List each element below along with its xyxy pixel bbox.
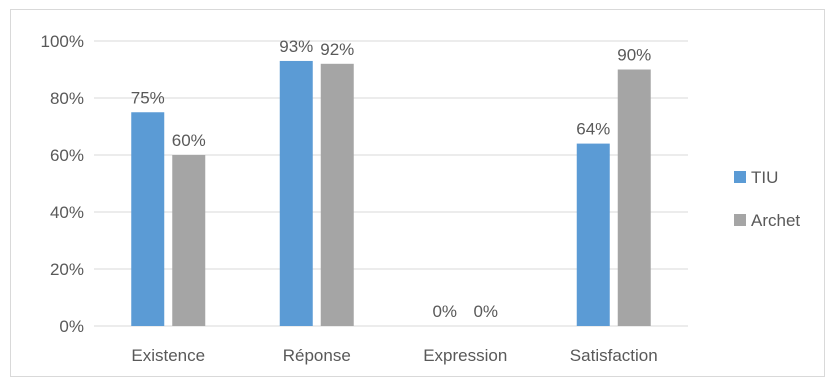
data-label: 64% — [576, 120, 610, 139]
y-tick-label: 40% — [50, 203, 84, 222]
bar-tiu-satisfaction — [576, 143, 610, 326]
x-tick-label: Réponse — [283, 346, 351, 365]
data-label: 75% — [131, 88, 165, 107]
data-label: 0% — [432, 302, 457, 321]
x-tick-label: Existence — [131, 346, 205, 365]
y-tick-label: 60% — [50, 146, 84, 165]
legend-swatch-tiu — [734, 171, 746, 183]
y-tick-label: 20% — [50, 260, 84, 279]
data-label: 92% — [320, 40, 354, 59]
y-tick-label: 0% — [59, 317, 84, 336]
y-axis: 0% 20% 40% 60% 80% 100% — [41, 32, 84, 336]
data-label: 0% — [473, 302, 498, 321]
data-label: 90% — [617, 46, 651, 65]
data-labels: 75% 60% 93% 92% 0% 0% 64% 90% — [131, 37, 652, 321]
bar-tiu-existence — [131, 112, 165, 326]
x-tick-label: Satisfaction — [570, 346, 658, 365]
bar-archet-existence — [172, 155, 206, 326]
data-label: 60% — [172, 131, 206, 150]
legend-label-archet: Archet — [751, 211, 800, 230]
legend-label-tiu: TIU — [751, 168, 778, 187]
y-tick-label: 100% — [41, 32, 84, 51]
legend: TIU Archet — [734, 168, 800, 230]
bar-tiu-réponse — [279, 60, 313, 326]
bars — [131, 60, 651, 327]
y-tick-label: 80% — [50, 89, 84, 108]
x-tick-label: Expression — [423, 346, 507, 365]
x-axis: Existence Réponse Expression Satisfaction — [131, 346, 657, 365]
bar-archet-satisfaction — [617, 69, 651, 326]
legend-swatch-archet — [734, 214, 746, 226]
data-label: 93% — [279, 37, 313, 56]
bar-archet-réponse — [320, 63, 354, 327]
